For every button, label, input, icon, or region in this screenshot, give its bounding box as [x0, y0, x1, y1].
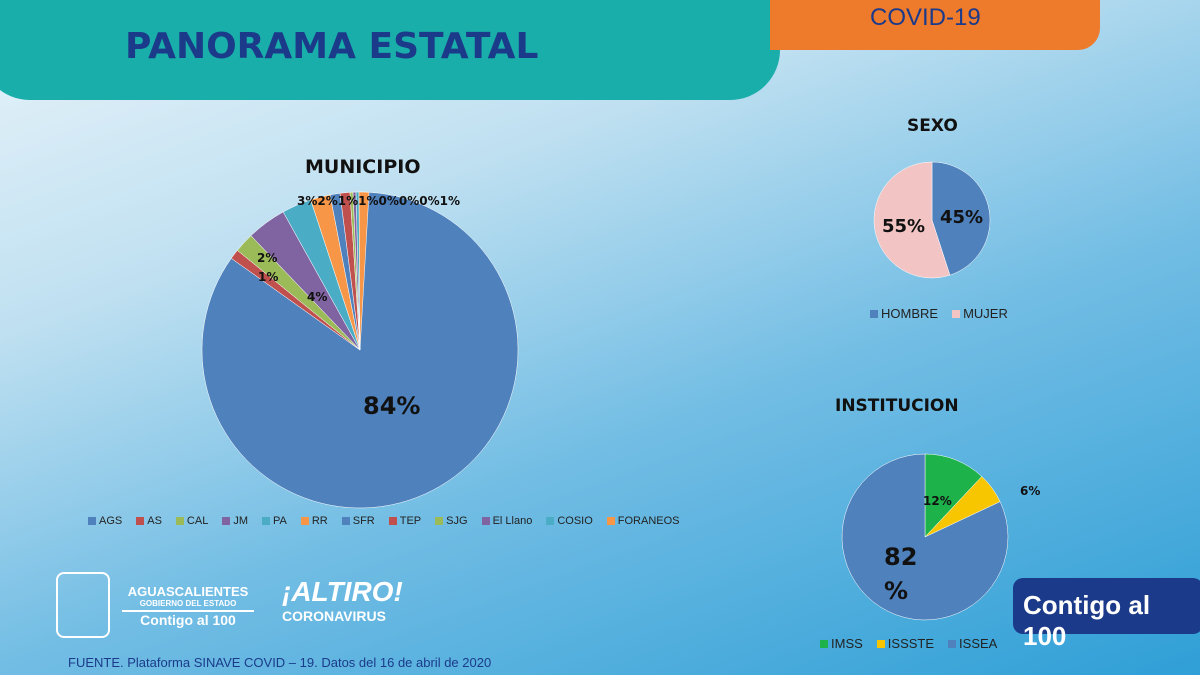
legend-label: El Llano [492, 515, 533, 527]
legend-label: CAL [186, 515, 209, 527]
state-coat-of-arms-icon [56, 572, 110, 638]
label-imss: 12% [923, 494, 952, 508]
legend-item: ISSSTE [876, 636, 935, 651]
legend-swatch [136, 517, 145, 525]
label-cosio: 0% [419, 194, 440, 208]
label-tep: 1% [358, 194, 379, 208]
legend-swatch [606, 517, 615, 525]
logo-text: ¡ALTIRO! [282, 576, 403, 607]
contigo-badge: Contigo al 100 [1013, 578, 1200, 651]
legend-swatch [481, 517, 490, 525]
legend-swatch [175, 517, 184, 525]
legend-swatch [820, 639, 828, 648]
top-labels: 3% 2% 1% 1% 0% 0% 0% 1% [297, 194, 460, 208]
pie-institucion [841, 453, 1009, 621]
logo-text: CORONAVIRUS [282, 608, 386, 624]
pie-slice-imss [924, 453, 983, 538]
pie-sexo [873, 161, 991, 279]
source-note: FUENTE. Plataforma SINAVE COVID – 19. Da… [68, 655, 492, 670]
label-ags: 84% [363, 392, 421, 420]
legend-label: ISSEA [959, 636, 998, 651]
legend-swatch [952, 309, 961, 318]
legend-item: AGS [88, 515, 122, 527]
label-hombre: 45% [940, 207, 984, 228]
legend-label: TEP [399, 515, 422, 527]
legend-label: MUJER [963, 306, 1008, 321]
label-issste: 6% [1020, 484, 1041, 498]
legend-label: SJG [446, 515, 468, 527]
label-mujer: 55% [882, 216, 926, 237]
legend-label: FORANEOS [617, 515, 680, 527]
legend-label: RR [311, 515, 328, 527]
legend-label: ISSSTE [887, 636, 935, 651]
legend-item: MUJER [952, 306, 1008, 321]
legend-item: TEP [388, 515, 422, 527]
label-pa: 3% [297, 194, 318, 208]
legend-swatch [341, 517, 350, 525]
label-foraneos: 1% [439, 194, 460, 208]
logo-text: GOBIERNO DEL ESTADO [122, 599, 254, 612]
legend-label: AGS [99, 515, 123, 527]
label-sjg: 0% [378, 194, 399, 208]
altiro-logo: ¡ALTIRO! CORONAVIRUS [282, 576, 403, 624]
chart-title-municipio: MUNICIPIO [305, 156, 421, 178]
legend-swatch [870, 309, 878, 318]
legend-label: AS [147, 515, 162, 527]
legend-item: HOMBRE [870, 306, 938, 321]
legend-item: PA [262, 515, 287, 527]
logo-text: Contigo al 100 [140, 612, 236, 628]
label-sfr: 1% [337, 194, 359, 208]
legend-institucion: IMSS ISSSTE ISSEA [820, 636, 997, 651]
legend-municipio: AGS AS CAL JM PA RR SFR TEP SJG El Llano COSIO FORA… [88, 515, 680, 527]
legend-sexo: HOMBRE MUJER [870, 306, 1008, 321]
legend-swatch [948, 639, 957, 648]
legend-item: AS [136, 515, 162, 527]
label-issea: 82 % [884, 543, 918, 605]
legend-swatch [435, 517, 444, 525]
legend-swatch [262, 517, 270, 525]
pie-slice-hombre [931, 161, 991, 276]
legend-item: El Llano [481, 515, 533, 527]
legend-label: PA [273, 515, 287, 527]
legend-item: SFR [341, 515, 375, 527]
label-as: 1% [258, 270, 279, 284]
legend-item: CAL [175, 515, 209, 527]
legend-swatch [546, 517, 555, 525]
pie-slice-foraneos [358, 191, 370, 351]
chart-title-institucion: INSTITUCION [835, 396, 959, 416]
legend-item: IMSS [820, 636, 863, 651]
legend-label: COSIO [557, 515, 593, 527]
aguascalientes-logo: AGUASCALIENTES GOBIERNO DEL ESTADO Conti… [122, 584, 254, 628]
legend-item: RR [300, 515, 328, 527]
legend-item: JM [222, 515, 248, 527]
legend-label: HOMBRE [881, 306, 939, 321]
logo-text: AGUASCALIENTES [127, 584, 249, 599]
label-cal: 2% [257, 251, 278, 265]
legend-swatch [876, 639, 885, 648]
legend-item: FORANEOS [606, 515, 680, 527]
legend-item: SJG [435, 515, 468, 527]
legend-label: IMSS [831, 636, 863, 651]
legend-swatch [222, 517, 231, 525]
legend-label: JM [233, 515, 248, 527]
pie-municipio [201, 191, 519, 509]
legend-item: COSIO [546, 515, 593, 527]
legend-swatch [388, 517, 397, 525]
legend-swatch [88, 517, 96, 525]
legend-label: SFR [352, 515, 375, 527]
pie-slice-issea [841, 453, 1009, 621]
covid-tab: COVID-19 [770, 0, 1100, 50]
label-jm: 4% [307, 290, 328, 304]
label-rr: 2% [317, 194, 338, 208]
legend-item: ISSEA [948, 636, 997, 651]
header-banner [0, 0, 780, 100]
page-title: PANORAMA ESTATAL [125, 26, 539, 67]
chart-title-sexo: SEXO [907, 116, 958, 136]
legend-swatch [300, 517, 309, 525]
label-el-llano: 0% [398, 194, 420, 208]
pie-slice-mujer [873, 161, 951, 279]
covid-label: COVID-19 [870, 4, 981, 31]
